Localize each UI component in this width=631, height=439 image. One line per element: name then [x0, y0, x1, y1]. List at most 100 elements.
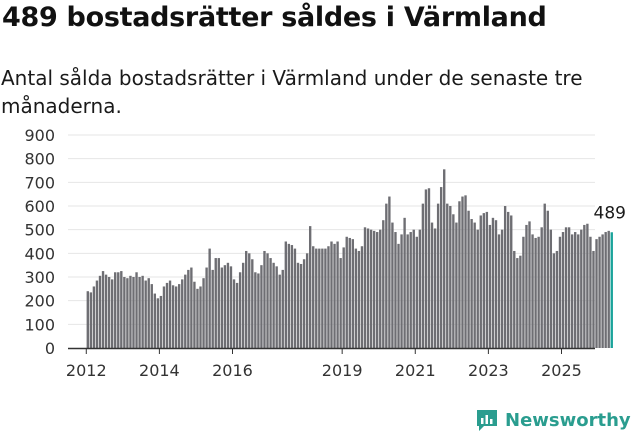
- bar: [123, 277, 126, 348]
- bar: [421, 203, 425, 348]
- bar: [174, 286, 178, 348]
- bar: [522, 236, 525, 348]
- bar: [513, 250, 516, 348]
- bar: [379, 229, 382, 348]
- bar: [400, 234, 403, 348]
- bar: [205, 267, 208, 348]
- bar: [272, 262, 275, 348]
- bar: [254, 272, 257, 348]
- bar: [120, 271, 123, 348]
- bar: [245, 250, 248, 348]
- bar: [470, 219, 473, 348]
- bar: [598, 236, 601, 348]
- bar: [156, 298, 160, 348]
- bar: [494, 220, 498, 348]
- bar: [433, 228, 437, 348]
- bar: [528, 221, 531, 348]
- bar: [342, 247, 345, 348]
- bar: [171, 285, 175, 348]
- bar: [449, 206, 452, 348]
- y-tick-label: 500: [24, 221, 55, 240]
- chart-subtitle: Antal sålda bostadsrätter i Värmland und…: [1, 66, 583, 118]
- bar: [129, 275, 132, 348]
- bar: [162, 286, 166, 348]
- last-value-label: 489: [594, 203, 626, 223]
- bar: [564, 227, 568, 348]
- bar: [439, 187, 443, 348]
- bar: [305, 253, 309, 348]
- bar: [415, 236, 418, 348]
- bar: [187, 269, 190, 348]
- bar: [315, 248, 318, 348]
- bar: [181, 279, 184, 348]
- bar: [184, 274, 187, 348]
- bar: [321, 248, 324, 348]
- bar: [385, 203, 388, 348]
- bar: [284, 241, 287, 348]
- bar: [345, 236, 348, 348]
- bar: [199, 286, 202, 348]
- bar: [491, 217, 495, 348]
- bar: [580, 229, 583, 348]
- bar: [229, 266, 233, 348]
- bar: [574, 232, 577, 348]
- bar: [427, 188, 431, 348]
- bar: [275, 266, 278, 348]
- bar: [537, 236, 540, 348]
- bar: [443, 169, 446, 348]
- bar: [290, 245, 294, 348]
- bar: [263, 250, 266, 348]
- bar: [95, 280, 99, 348]
- bar: [473, 222, 476, 348]
- bar: [519, 255, 522, 348]
- bar: [382, 220, 385, 348]
- newsworthy-brand[interactable]: Newsworthy: [475, 408, 631, 432]
- bar: [436, 203, 440, 348]
- bar: [586, 223, 589, 348]
- bar: [357, 250, 361, 348]
- y-tick-label: 100: [24, 315, 55, 334]
- bar: [540, 227, 543, 348]
- bar: [534, 237, 537, 348]
- bar: [607, 230, 610, 348]
- bar: [549, 229, 553, 348]
- bar: [327, 246, 330, 348]
- bar: [510, 215, 513, 348]
- bar: [135, 272, 138, 348]
- bar: [251, 259, 254, 348]
- bar: [138, 277, 141, 348]
- bar: [409, 232, 412, 348]
- x-tick-label: 2012: [66, 361, 107, 380]
- bar: [278, 274, 281, 348]
- bar: [500, 229, 504, 348]
- bar: [223, 265, 227, 348]
- chart-title: 489 bostadsrätter såldes i Värmland: [2, 2, 547, 33]
- y-tick-label: 700: [24, 173, 55, 192]
- bar: [567, 227, 571, 348]
- bar: [506, 211, 510, 348]
- bar: [336, 241, 339, 348]
- bar: [168, 280, 172, 348]
- bar: [351, 239, 355, 348]
- bar: [126, 278, 129, 348]
- bar: [302, 259, 306, 348]
- bar: [455, 222, 458, 348]
- bar: [202, 278, 205, 348]
- bar: [193, 281, 196, 348]
- x-tick-label: 2016: [212, 361, 253, 380]
- x-tick-label: 2025: [541, 361, 582, 380]
- bar: [583, 224, 586, 348]
- bar: [503, 206, 507, 348]
- bar: [394, 232, 397, 348]
- bar: [476, 229, 479, 348]
- bar: [141, 275, 144, 348]
- bar: [388, 196, 391, 348]
- bar: [296, 262, 300, 348]
- bar: [217, 258, 220, 348]
- bar: [561, 232, 565, 348]
- bar: [525, 224, 528, 348]
- bar: [312, 246, 315, 348]
- bar: [601, 234, 604, 348]
- bar: [589, 236, 592, 348]
